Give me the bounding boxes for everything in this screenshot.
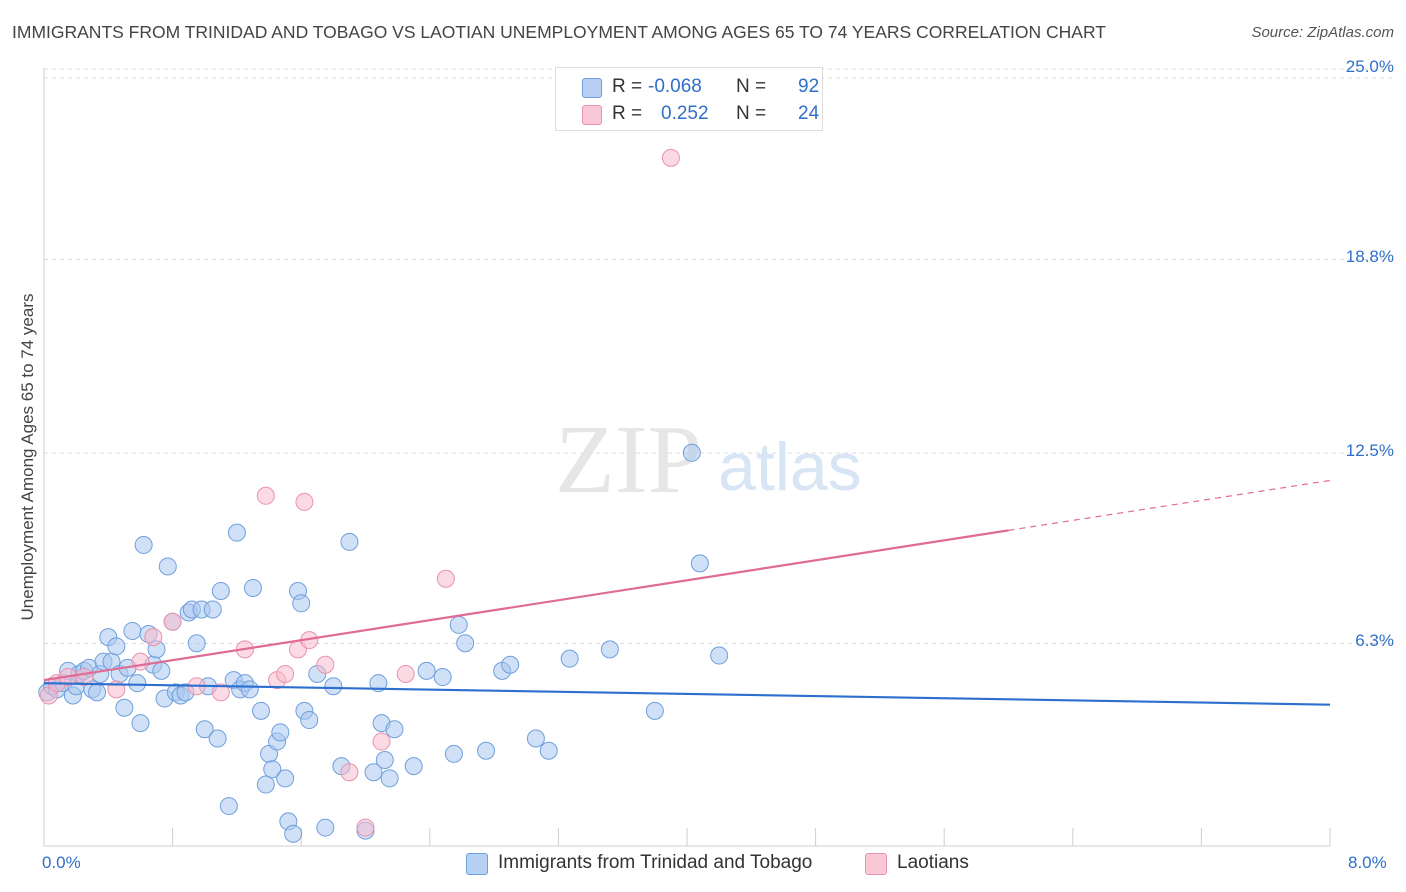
data-point [211, 582, 230, 601]
x-tick-label-min: 0.0% [42, 853, 81, 872]
data-point [227, 523, 246, 542]
watermark-zip: ZIP [555, 406, 702, 514]
data-point [115, 698, 134, 717]
data-point [208, 729, 227, 748]
data-point [243, 578, 262, 597]
watermark-atlas: atlas [718, 429, 862, 505]
data-point [263, 760, 282, 779]
data-point [404, 757, 423, 776]
data-point [560, 649, 579, 668]
legend-swatch-pink [865, 853, 887, 875]
data-point [539, 741, 558, 760]
data-point [645, 701, 664, 720]
data-point [158, 557, 177, 576]
legend-swatch-pink [582, 105, 602, 125]
data-point [134, 535, 153, 554]
y-tick-label: 18.8% [1345, 247, 1394, 267]
data-point [690, 554, 709, 573]
data-point [219, 797, 238, 816]
data-point [203, 600, 222, 619]
data-point [682, 443, 701, 462]
data-point [449, 615, 468, 634]
r-value: -0.068 [648, 76, 702, 97]
n-label: N = [736, 103, 767, 124]
data-point [340, 532, 359, 551]
data-point [444, 744, 463, 763]
r-value: 0.252 [661, 103, 709, 124]
grid-lines [44, 68, 1392, 644]
data-point [477, 741, 496, 760]
data-point [88, 683, 107, 702]
data-point [276, 769, 295, 788]
legend-swatch-blue [582, 78, 602, 98]
r-label: R = [612, 76, 643, 97]
data-point [256, 775, 275, 794]
data-point [163, 612, 182, 631]
data-point [276, 664, 295, 683]
y-tick-label: 12.5% [1345, 441, 1394, 460]
legend-label: Immigrants from Trinidad and Tobago [498, 852, 813, 873]
x-tick-label-max: 8.0% [1348, 853, 1387, 872]
data-point [380, 769, 399, 788]
data-point [271, 723, 290, 742]
data-point [292, 594, 311, 613]
trend-line-laotians-extension [1008, 479, 1331, 531]
data-point [526, 729, 545, 748]
data-point [436, 569, 455, 588]
y-tick-label: 6.3% [1355, 631, 1394, 651]
data-point [256, 486, 275, 505]
data-point [152, 661, 171, 680]
trend-line-laotians [43, 529, 1009, 682]
data-point [340, 763, 359, 782]
data-point [456, 634, 475, 653]
data-point [195, 720, 214, 739]
data-point [316, 655, 335, 674]
data-point [107, 637, 126, 656]
data-point [375, 750, 394, 769]
data-point [295, 492, 314, 511]
data-point [123, 621, 142, 640]
data-point [300, 711, 319, 730]
data-point [369, 674, 388, 693]
data-point [144, 628, 163, 647]
data-point [252, 701, 271, 720]
r-label: R = [612, 103, 643, 124]
data-point [364, 763, 383, 782]
data-point [316, 818, 335, 837]
data-point [385, 720, 404, 739]
n-value: 92 [798, 76, 820, 97]
data-point [600, 640, 619, 659]
trend-lines [43, 479, 1331, 706]
y-axis-label: Unemployment Among Ages 65 to 74 years [18, 293, 37, 621]
data-point [131, 652, 150, 671]
data-point [284, 824, 303, 843]
data-point [240, 680, 259, 699]
n-label: N = [736, 76, 767, 97]
trend-line-immigrants [43, 682, 1331, 706]
watermark: ZIP atlas [555, 406, 862, 514]
data-point [372, 732, 391, 751]
data-point [396, 664, 415, 683]
n-value: 24 [798, 103, 820, 124]
data-point [356, 818, 375, 837]
y-tick-label: 25.0% [1345, 57, 1394, 76]
source-label: Source: ZipAtlas.com [1251, 24, 1394, 41]
data-point [187, 634, 206, 653]
data-point [710, 646, 729, 665]
chart-title: IMMIGRANTS FROM TRINIDAD AND TOBAGO VS L… [12, 22, 1106, 42]
data-point [131, 714, 150, 733]
series-laotians-points [39, 148, 680, 837]
correlation-legend: R = -0.068 N = 92 R = 0.252 N = 24 [555, 67, 823, 131]
data-point [211, 683, 230, 702]
data-point [501, 655, 520, 674]
data-point [417, 661, 436, 680]
data-point [324, 677, 343, 696]
data-point [433, 668, 452, 687]
legend-swatch-blue [466, 853, 488, 875]
data-point [661, 148, 680, 167]
data-point [128, 674, 147, 693]
legend-label: Laotians [897, 852, 969, 873]
